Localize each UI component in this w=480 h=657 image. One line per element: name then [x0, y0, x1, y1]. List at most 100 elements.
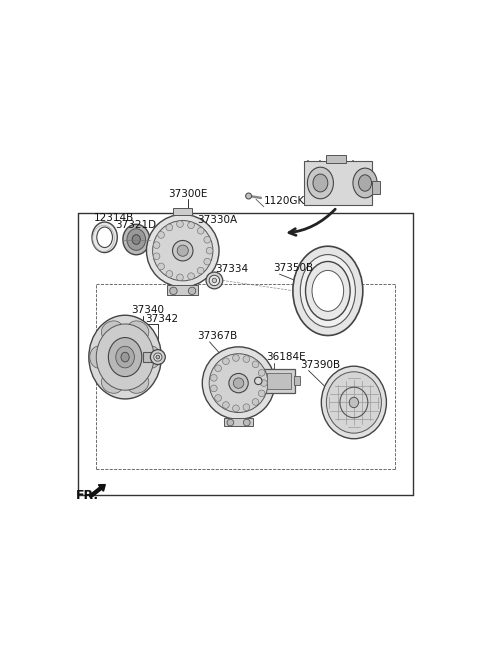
- Ellipse shape: [326, 372, 382, 433]
- Text: 37390B: 37390B: [300, 360, 340, 370]
- Ellipse shape: [197, 267, 204, 274]
- Circle shape: [243, 419, 250, 426]
- Bar: [224, 418, 253, 426]
- Ellipse shape: [359, 175, 372, 191]
- Ellipse shape: [233, 355, 239, 361]
- Ellipse shape: [166, 224, 173, 231]
- FancyArrow shape: [90, 485, 105, 497]
- Ellipse shape: [258, 369, 265, 376]
- Text: 37334: 37334: [216, 263, 249, 274]
- Text: 37342: 37342: [145, 314, 178, 324]
- Ellipse shape: [233, 405, 239, 412]
- Ellipse shape: [202, 347, 275, 419]
- Ellipse shape: [116, 346, 134, 368]
- Ellipse shape: [209, 353, 268, 413]
- Ellipse shape: [172, 240, 193, 261]
- Circle shape: [170, 287, 177, 294]
- Ellipse shape: [258, 390, 265, 397]
- Ellipse shape: [261, 380, 267, 386]
- Bar: [143, 352, 160, 362]
- Ellipse shape: [127, 321, 149, 340]
- Ellipse shape: [206, 247, 213, 254]
- Ellipse shape: [108, 338, 142, 376]
- Ellipse shape: [146, 214, 219, 287]
- Ellipse shape: [158, 263, 165, 270]
- Bar: [263, 369, 295, 393]
- Ellipse shape: [321, 366, 386, 439]
- Text: 37321D: 37321D: [115, 220, 156, 230]
- Ellipse shape: [97, 227, 112, 248]
- Ellipse shape: [142, 346, 160, 368]
- Ellipse shape: [123, 224, 150, 255]
- Ellipse shape: [177, 221, 183, 227]
- Ellipse shape: [210, 385, 217, 392]
- Ellipse shape: [156, 355, 160, 359]
- Text: 37367B: 37367B: [198, 331, 238, 341]
- Text: 36184E: 36184E: [266, 352, 306, 362]
- Text: 1120GK: 1120GK: [264, 196, 305, 206]
- Ellipse shape: [204, 237, 211, 243]
- Ellipse shape: [243, 404, 250, 411]
- Ellipse shape: [121, 352, 129, 362]
- Ellipse shape: [153, 221, 213, 281]
- Ellipse shape: [349, 397, 359, 408]
- Ellipse shape: [204, 258, 211, 265]
- Text: 37350B: 37350B: [273, 263, 313, 273]
- Ellipse shape: [177, 274, 183, 281]
- Ellipse shape: [215, 365, 221, 372]
- Ellipse shape: [223, 401, 229, 409]
- Ellipse shape: [150, 350, 165, 365]
- Ellipse shape: [307, 167, 334, 199]
- Ellipse shape: [158, 232, 165, 238]
- Ellipse shape: [197, 227, 204, 234]
- Bar: [167, 285, 198, 294]
- Ellipse shape: [212, 278, 216, 283]
- Ellipse shape: [101, 321, 123, 340]
- Ellipse shape: [153, 253, 160, 260]
- Ellipse shape: [210, 374, 217, 381]
- Ellipse shape: [293, 246, 363, 336]
- Ellipse shape: [313, 174, 328, 192]
- Ellipse shape: [90, 346, 108, 368]
- Ellipse shape: [243, 355, 250, 363]
- Ellipse shape: [154, 353, 162, 361]
- Bar: [173, 208, 192, 215]
- Ellipse shape: [92, 222, 117, 252]
- Ellipse shape: [252, 361, 259, 368]
- Ellipse shape: [300, 255, 355, 327]
- Bar: [294, 376, 300, 386]
- Ellipse shape: [353, 168, 377, 198]
- Ellipse shape: [96, 324, 154, 390]
- Text: 37330A: 37330A: [197, 215, 237, 225]
- Ellipse shape: [127, 229, 145, 250]
- Text: 37300E: 37300E: [168, 189, 208, 198]
- Circle shape: [254, 377, 262, 384]
- Ellipse shape: [177, 245, 188, 256]
- Ellipse shape: [188, 222, 194, 229]
- Ellipse shape: [305, 261, 350, 320]
- Circle shape: [246, 193, 252, 199]
- Ellipse shape: [209, 275, 219, 286]
- Bar: [372, 181, 380, 194]
- Ellipse shape: [312, 271, 344, 311]
- Ellipse shape: [233, 378, 244, 388]
- Ellipse shape: [206, 272, 223, 289]
- Ellipse shape: [252, 399, 259, 405]
- Ellipse shape: [127, 374, 149, 394]
- Text: 12314B: 12314B: [94, 213, 134, 223]
- Ellipse shape: [101, 374, 123, 394]
- Ellipse shape: [132, 235, 140, 244]
- Text: 37340: 37340: [131, 305, 164, 315]
- Ellipse shape: [223, 358, 229, 365]
- Bar: [304, 161, 372, 205]
- Bar: [326, 155, 347, 162]
- Ellipse shape: [229, 373, 248, 393]
- Circle shape: [188, 287, 196, 294]
- Ellipse shape: [188, 273, 194, 279]
- Ellipse shape: [153, 242, 160, 248]
- Bar: [267, 373, 291, 389]
- Ellipse shape: [215, 395, 221, 401]
- Ellipse shape: [89, 315, 161, 399]
- Text: FR.: FR.: [76, 489, 99, 502]
- Ellipse shape: [166, 271, 173, 277]
